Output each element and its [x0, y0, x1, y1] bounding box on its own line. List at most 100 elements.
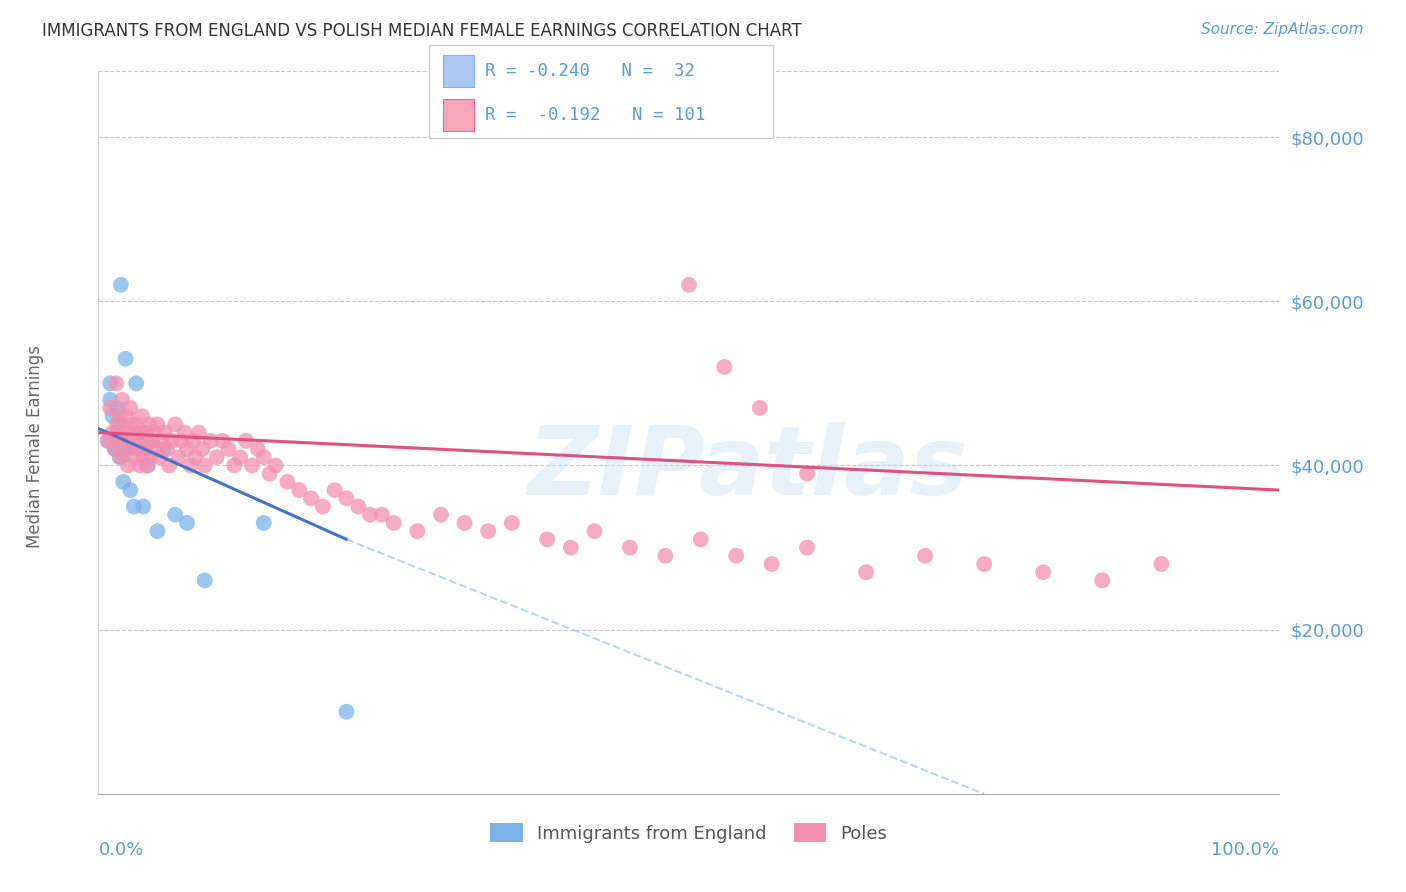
Legend: Immigrants from England, Poles: Immigrants from England, Poles — [484, 816, 894, 850]
Point — [259, 467, 281, 481]
Point — [477, 524, 499, 538]
Point — [288, 483, 311, 497]
Point — [173, 425, 195, 440]
Point — [312, 500, 335, 514]
Point — [105, 425, 128, 440]
Point — [121, 434, 143, 448]
Point — [105, 417, 128, 432]
Point — [125, 417, 148, 432]
Point — [120, 483, 142, 497]
Point — [253, 516, 276, 530]
Point — [160, 434, 183, 448]
Point — [678, 277, 700, 292]
Point — [107, 434, 129, 448]
Point — [335, 491, 357, 506]
Point — [122, 450, 145, 465]
Point — [98, 401, 121, 415]
Point — [101, 409, 124, 424]
Point — [157, 458, 180, 473]
Point — [217, 442, 239, 456]
Point — [150, 434, 173, 448]
Point — [115, 409, 138, 424]
Text: Source: ZipAtlas.com: Source: ZipAtlas.com — [1201, 22, 1364, 37]
Point — [619, 541, 641, 555]
Point — [117, 442, 139, 456]
Point — [914, 549, 936, 563]
Text: 100.0%: 100.0% — [1212, 841, 1279, 859]
Point — [796, 467, 818, 481]
Point — [187, 425, 209, 440]
Point — [146, 417, 169, 432]
Point — [180, 458, 202, 473]
Point — [135, 425, 157, 440]
Point — [181, 434, 204, 448]
Point — [1091, 574, 1114, 588]
Point — [105, 401, 128, 415]
Text: Median Female Earnings: Median Female Earnings — [27, 344, 44, 548]
Point — [536, 533, 558, 547]
Text: R =  -0.192   N = 101: R = -0.192 N = 101 — [485, 106, 706, 124]
Point — [152, 442, 174, 456]
Point — [224, 458, 246, 473]
Point — [108, 450, 131, 465]
Point — [110, 450, 132, 465]
Point — [110, 277, 132, 292]
Point — [211, 434, 233, 448]
Text: R = -0.240   N =  32: R = -0.240 N = 32 — [485, 62, 695, 79]
Point — [176, 516, 198, 530]
Point — [149, 450, 172, 465]
Point — [97, 434, 120, 448]
Point — [725, 549, 748, 563]
Point — [112, 434, 135, 448]
Point — [264, 458, 287, 473]
Point — [382, 516, 405, 530]
Point — [143, 442, 166, 456]
Point — [134, 425, 156, 440]
Point — [112, 475, 135, 489]
Point — [200, 434, 222, 448]
Point — [176, 442, 198, 456]
Text: 0.0%: 0.0% — [98, 841, 143, 859]
Point — [141, 434, 163, 448]
Point — [323, 483, 346, 497]
Point — [111, 392, 134, 407]
Point — [165, 508, 187, 522]
Point — [170, 434, 193, 448]
Point — [136, 458, 159, 473]
Point — [118, 425, 141, 440]
Point — [240, 458, 263, 473]
Point — [299, 491, 322, 506]
Point — [111, 434, 134, 448]
Point — [335, 705, 357, 719]
Point — [141, 434, 163, 448]
Point — [1032, 565, 1054, 579]
Point — [120, 401, 142, 415]
Point — [129, 434, 152, 448]
Point — [132, 500, 155, 514]
Point — [229, 450, 252, 465]
Point — [761, 557, 783, 571]
Point — [501, 516, 523, 530]
Point — [114, 442, 136, 456]
Point — [654, 549, 676, 563]
Point — [135, 458, 157, 473]
Point — [108, 417, 131, 432]
Point — [194, 458, 217, 473]
Point — [122, 500, 145, 514]
Point — [184, 450, 207, 465]
Point — [138, 417, 160, 432]
Point — [205, 450, 228, 465]
Point — [276, 475, 298, 489]
Point — [136, 434, 159, 448]
Point — [855, 565, 877, 579]
Point — [125, 376, 148, 391]
Point — [191, 442, 214, 456]
Point — [560, 541, 582, 555]
Point — [121, 434, 143, 448]
Point — [117, 458, 139, 473]
Point — [108, 409, 131, 424]
Point — [105, 376, 128, 391]
Point — [156, 442, 179, 456]
Point — [583, 524, 606, 538]
Point — [104, 442, 127, 456]
